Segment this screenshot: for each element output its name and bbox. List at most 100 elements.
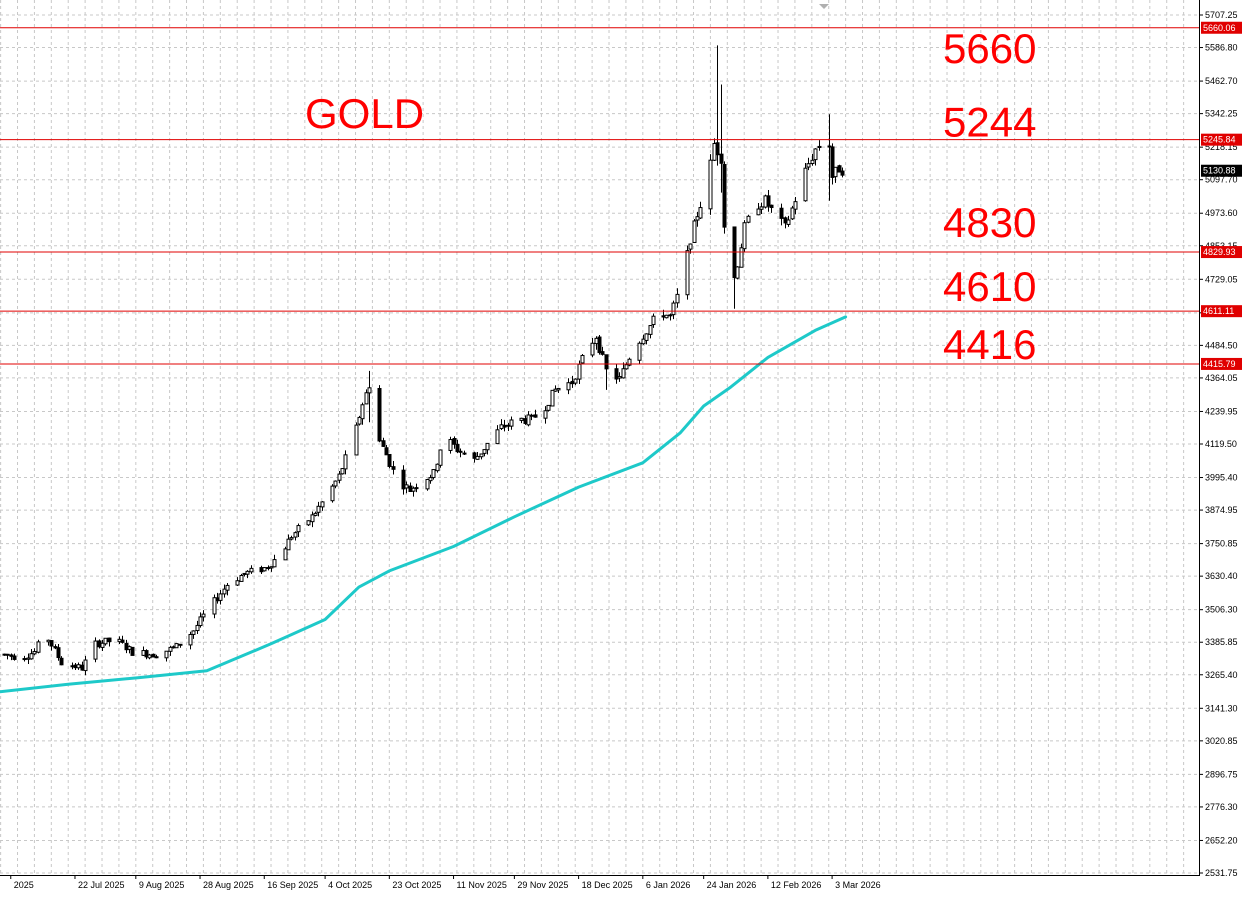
candle-body — [100, 642, 105, 648]
price-axis-label: 3020.85 — [1205, 736, 1238, 746]
time-axis-label: 22 Jul 2025 — [78, 880, 125, 890]
candle-body — [641, 338, 646, 345]
candle-body — [195, 624, 200, 632]
candle-body — [310, 514, 315, 523]
candle-body — [526, 414, 531, 426]
level-price-box — [1201, 305, 1242, 318]
candle-body — [810, 159, 815, 164]
candle-body — [566, 382, 571, 391]
candle-body — [644, 333, 649, 341]
price-axis-label: 3506.30 — [1205, 605, 1238, 615]
candle-body — [614, 368, 619, 380]
time-axis-label: 23 Oct 2025 — [392, 880, 441, 890]
candle-body — [411, 487, 416, 492]
candle-body — [269, 566, 274, 569]
candle-body — [529, 414, 534, 417]
candle-body — [178, 643, 183, 646]
candle-body — [360, 404, 365, 420]
candle-body — [455, 443, 460, 453]
price-axis-label: 4484.50 — [1205, 340, 1238, 350]
candle-body — [546, 404, 551, 411]
candle-body — [462, 452, 467, 455]
candle-body — [316, 505, 321, 513]
time-axis-label: 28 Aug 2025 — [203, 880, 254, 890]
candle-body — [519, 417, 524, 421]
candle-body — [218, 593, 223, 601]
candle-body — [49, 640, 54, 647]
candle-body — [272, 559, 277, 568]
candle-body — [354, 424, 359, 456]
time-axis-divider — [0, 875, 1200, 876]
candle-body — [769, 204, 774, 209]
candle-body — [837, 165, 842, 173]
candle-body — [154, 656, 159, 659]
levels-layer — [0, 27, 1199, 365]
price-axis-label: 5218.15 — [1205, 142, 1238, 152]
candle-body — [414, 487, 419, 490]
candle-body — [286, 538, 291, 551]
candle-body — [482, 449, 487, 454]
level-price-box-label: 5660.06 — [1203, 23, 1236, 33]
candle-body — [381, 440, 386, 447]
candle-body — [600, 351, 605, 355]
moving-average-line — [0, 315, 848, 694]
candle-body — [621, 368, 626, 379]
candle-body — [431, 469, 436, 479]
candle-body — [191, 630, 196, 635]
candle-body — [330, 485, 335, 502]
candle-body — [664, 314, 669, 319]
candle-body — [212, 597, 217, 615]
candle-body — [367, 387, 372, 394]
time-axis-label: 12 Feb 2026 — [771, 880, 822, 890]
candle-body — [543, 410, 548, 419]
price-axis-label: 2531.75 — [1205, 868, 1238, 878]
price-axis-label: 3385.85 — [1205, 637, 1238, 647]
candle-body — [235, 580, 240, 586]
time-axis-label: 4 Oct 2025 — [328, 880, 372, 890]
candle-body — [377, 387, 382, 442]
candle-body — [813, 148, 818, 161]
candle-body — [320, 501, 325, 508]
chart-title: GOLD — [305, 90, 424, 137]
moving-average-layer — [0, 315, 848, 694]
price-axis-label: 4119.50 — [1205, 439, 1237, 449]
candle-body — [739, 247, 744, 268]
price-axis-label: 2776.30 — [1205, 802, 1238, 812]
candle-body — [685, 250, 690, 296]
candle-body — [262, 567, 267, 572]
candle-body — [36, 641, 41, 653]
price-axis-label: 3750.85 — [1205, 539, 1238, 549]
candle-body — [387, 453, 392, 467]
candle-body — [840, 170, 845, 176]
candle-body — [637, 342, 642, 361]
candle-body — [803, 167, 808, 202]
candle-body — [485, 442, 490, 451]
candle-body — [83, 659, 88, 672]
candle-body — [617, 376, 622, 379]
price-axis-label: 5586.80 — [1205, 43, 1238, 53]
candle-body — [340, 468, 345, 475]
candle-body — [793, 201, 798, 210]
price-axis-label: 4973.60 — [1205, 208, 1238, 218]
candle-body — [343, 454, 348, 470]
annotations-layer: 5660 5244 4830 4610 4416 — [943, 25, 1036, 368]
time-axis: 2025 22 Jul 2025 9 Aug 2025 28 Aug 2025 16 S… — [10, 875, 881, 890]
candle-body — [651, 315, 656, 326]
candle-body — [151, 653, 156, 658]
time-axis-label: 18 Dec 2025 — [582, 880, 633, 890]
scroll-marker-icon[interactable] — [819, 4, 829, 9]
candle-body — [164, 650, 169, 659]
candle-body — [448, 439, 453, 451]
candle-body — [452, 438, 457, 445]
candle-body — [759, 206, 764, 210]
candle-body — [144, 650, 149, 658]
time-axis-label: 24 Jan 2026 — [707, 880, 757, 890]
candle-body — [671, 302, 676, 316]
level-annotation: 4416 — [943, 321, 1036, 368]
level-annotation: 4830 — [943, 199, 1036, 246]
level-price-box-label: 4415.79 — [1203, 359, 1236, 369]
candle-body — [103, 637, 108, 645]
candle-body — [590, 342, 595, 356]
candle-body — [722, 164, 727, 228]
